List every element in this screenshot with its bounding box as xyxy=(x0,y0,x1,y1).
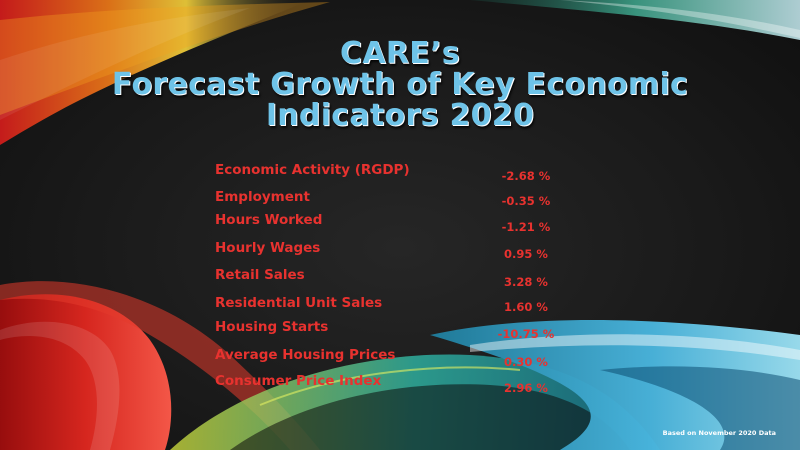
data-source-footnote: Based on November 2020 Data xyxy=(662,429,776,437)
indicator-row: Retail Sales 3.28 % xyxy=(0,267,800,291)
indicator-row: Consumer Price Index 2.96 % xyxy=(0,373,800,397)
indicator-value: -1.21 % xyxy=(501,220,551,234)
slide-title: CARE’s Forecast Growth of Key Economic I… xyxy=(0,38,800,131)
indicator-label: Hourly Wages xyxy=(215,240,321,256)
indicator-label: Hours Worked xyxy=(215,212,323,228)
title-line-1: CARE’s xyxy=(340,36,460,71)
indicator-label: Retail Sales xyxy=(215,267,305,283)
indicator-value: 1.60 % xyxy=(504,300,548,314)
indicator-row: Average Housing Prices 0.30 % xyxy=(0,347,800,371)
indicator-row: Hourly Wages 0.95 % xyxy=(0,240,800,264)
indicator-row: Economic Activity (RGDP) -2.68 % xyxy=(0,162,800,186)
indicator-label: Employment xyxy=(215,189,310,205)
indicator-value: 0.95 % xyxy=(504,247,548,261)
indicator-value: -10.75 % xyxy=(497,327,555,341)
indicator-value: 2.96 % xyxy=(504,381,548,395)
indicator-label: Economic Activity (RGDP) xyxy=(215,162,410,178)
indicator-label: Average Housing Prices xyxy=(215,347,396,363)
indicator-label: Housing Starts xyxy=(215,319,329,335)
indicator-value: 0.30 % xyxy=(504,355,548,369)
indicator-value: -2.68 % xyxy=(501,169,551,183)
indicator-row: Housing Starts -10.75 % xyxy=(0,319,800,343)
indicator-value: 3.28 % xyxy=(504,275,548,289)
indicator-row: Hours Worked -1.21 % xyxy=(0,212,800,236)
indicator-value: -0.35 % xyxy=(501,194,551,208)
indicator-row: Residential Unit Sales 1.60 % xyxy=(0,295,800,319)
indicator-label: Residential Unit Sales xyxy=(215,295,383,311)
title-line-2: Forecast Growth of Key Economic xyxy=(111,67,689,102)
indicator-row: Employment -0.35 % xyxy=(0,189,800,213)
title-line-3: Indicators 2020 xyxy=(265,98,535,133)
indicator-label: Consumer Price Index xyxy=(215,373,382,389)
